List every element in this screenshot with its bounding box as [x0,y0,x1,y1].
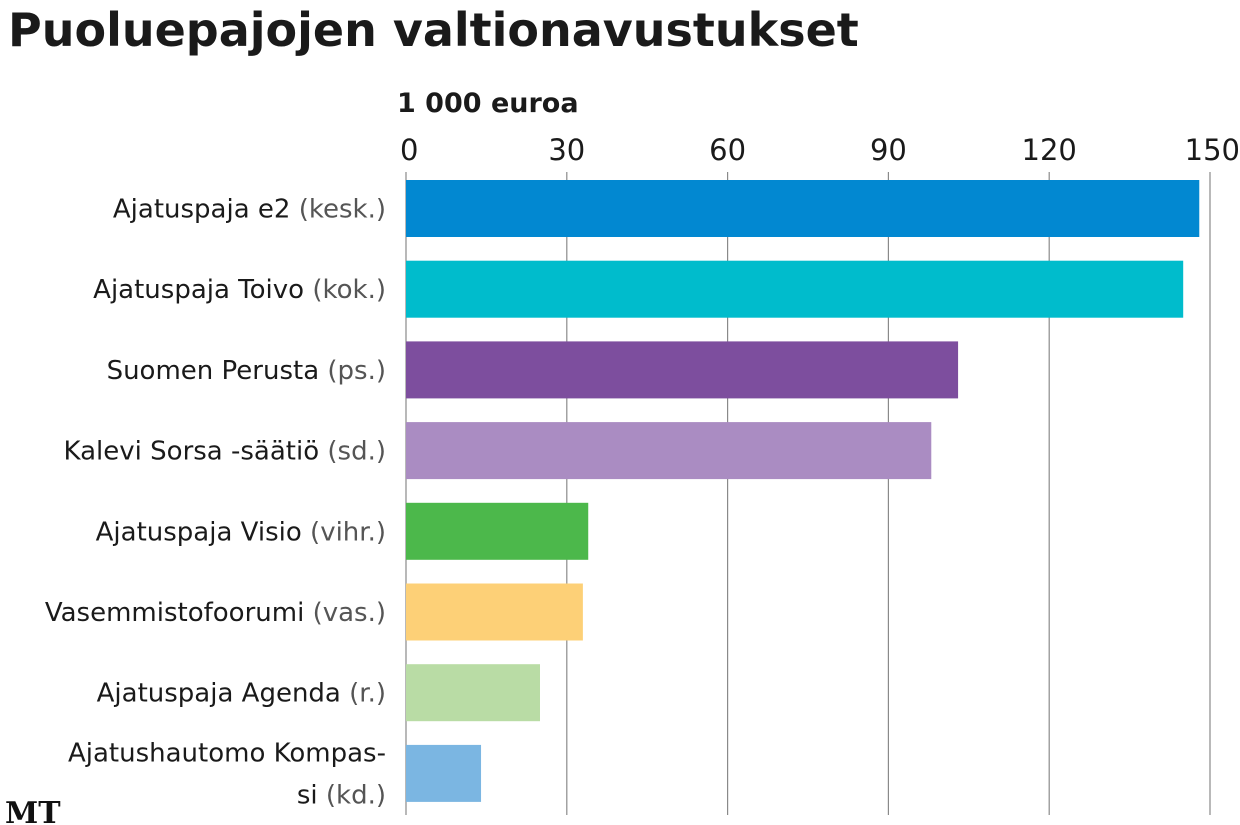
bars [406,180,1200,802]
bar-4 [406,422,932,480]
category-name: Ajatushautomo Kompas- [68,738,386,768]
tick-label-90: 90 [870,133,907,167]
party-abbreviation: (vihr.) [310,517,386,547]
category-name: Ajatuspaja Agenda [97,679,341,709]
category-label-8-line-2: si (kd.) [297,780,386,810]
category-name: Ajatuspaja Visio [96,517,302,547]
bar-1 [406,180,1200,237]
bar-6 [406,583,583,641]
bar-5 [406,502,589,560]
category-name: Vasemmistofoorumi [45,598,304,628]
party-abbreviation: (vas.) [313,598,386,628]
bar-2 [406,260,1184,318]
category-name: Kalevi Sorsa -säätiö [64,437,320,467]
party-abbreviation: (sd.) [327,437,386,467]
category-label-1: Ajatuspaja e2 (kesk.) [113,195,386,225]
tick-label-150: 150 [1185,133,1240,167]
category-label-3: Suomen Perusta (ps.) [107,356,386,386]
bar-8 [406,744,482,802]
party-abbreviation: (kok.) [312,275,386,305]
mt-logo: MT [5,796,61,825]
category-name: Suomen Perusta [107,356,320,386]
category-name: si [297,780,318,810]
category-name: Ajatuspaja Toivo [93,275,304,305]
bar-7 [406,664,540,722]
category-label-8-line-1: Ajatushautomo Kompas- [68,738,386,768]
category-label-5: Ajatuspaja Visio (vihr.) [96,517,386,547]
unit-label: 1 000 euroa [397,88,579,119]
party-abbreviation: (kesk.) [299,195,386,225]
party-abbreviation: (r.) [349,679,386,709]
party-abbreviation: (ps.) [327,356,386,386]
category-label-2: Ajatuspaja Toivo (kok.) [93,275,386,305]
category-labels: Ajatuspaja e2 (kesk.) Ajatuspaja Toivo (k… [45,195,386,811]
category-label-6: Vasemmistofoorumi (vas.) [45,598,386,628]
tick-label-30: 30 [548,133,585,167]
bar-3 [406,341,959,399]
chart-title: Puoluepajojen valtionavustukset [8,3,859,57]
category-name: Ajatuspaja e2 [113,195,291,225]
tick-label-60: 60 [709,133,746,167]
party-abbreviation: (kd.) [326,780,386,810]
x-axis-ticks: 0 30 60 90 120 150 [400,133,1240,167]
tick-label-120: 120 [1022,133,1077,167]
tick-label-0: 0 [400,133,418,167]
category-label-7: Ajatuspaja Agenda (r.) [97,679,386,709]
category-label-4: Kalevi Sorsa -säätiö (sd.) [64,437,386,467]
